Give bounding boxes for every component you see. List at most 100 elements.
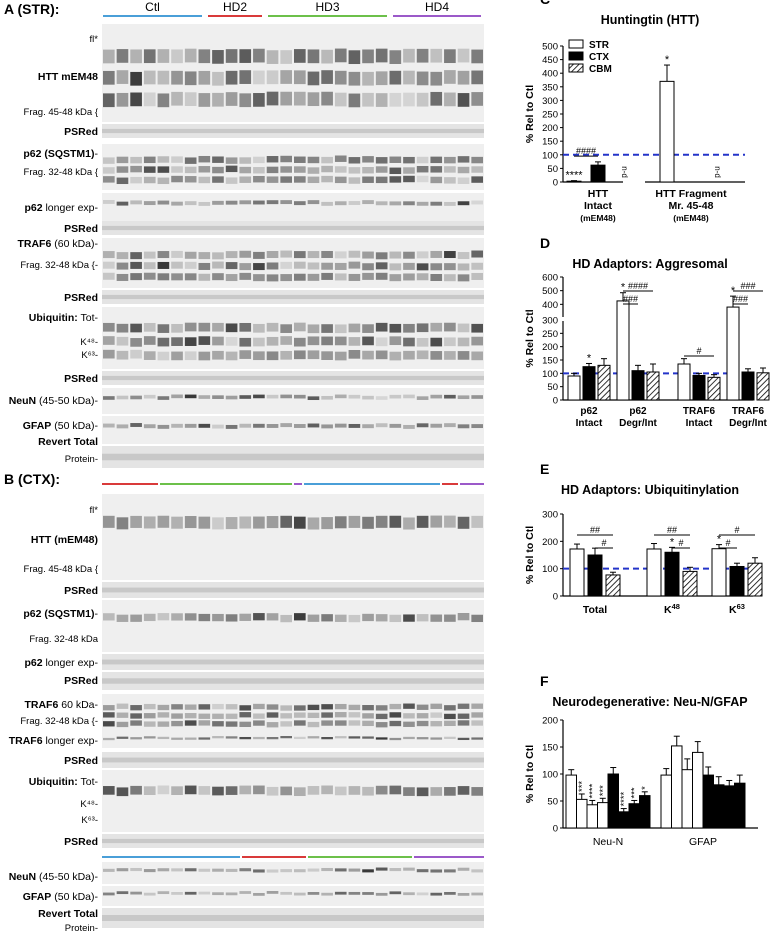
bracket-D-1-text: ### <box>623 294 638 304</box>
x-label-C-0: HTT <box>588 188 609 200</box>
y-tick-C-500: 500 <box>542 42 558 53</box>
row-label-B-2: p62 (SQSTM1)- <box>23 608 98 620</box>
group-label-HD3: HD3 <box>315 0 339 14</box>
bracket-D-0-text: #### <box>628 281 648 291</box>
panel-letter-D: D <box>540 235 550 251</box>
bracket-E-4-text: # <box>734 525 739 535</box>
bar-F-1-7 <box>734 782 746 829</box>
panel-letter-C: C <box>540 0 550 7</box>
row-B-8-blot <box>102 770 484 832</box>
y-tick-C-250: 250 <box>542 110 558 121</box>
western-blot-panels: A (STR): Ctl HD2 HD3 HD4 HTT mEM48 fl* Frag. 45… <box>4 0 484 931</box>
y-tick-C-350: 350 <box>542 82 558 93</box>
row-sublabel-B-5-0: Frag. 32-48 kDa {- <box>20 716 98 727</box>
panel-B-group-bars <box>102 483 484 858</box>
y-tick-E-300: 300 <box>542 510 558 521</box>
row-B-0-blot <box>102 494 484 580</box>
legend-swatch-STR <box>568 39 584 49</box>
row-label-B-11: GFAP (50 kDa)- <box>23 891 99 903</box>
chart-title-F: Neurodegenerative: Neu-N/GFAP <box>552 695 747 709</box>
bar-D-STR-0 <box>567 375 581 401</box>
legend-label-STR: STR <box>589 40 610 51</box>
x-label-C-1: HTT Fragment <box>655 188 727 200</box>
group-label-HD4: HD4 <box>425 0 449 14</box>
chart-E: E HD Adaptors: Ubiquitinylation 0 100 200 300… <box>524 461 763 616</box>
y-label-F: % Rel to Ctl <box>524 745 536 803</box>
row-sublabel-B-0-0: fl* <box>90 505 99 516</box>
y-tick-E-200: 200 <box>542 537 558 548</box>
bar-F-1-6 <box>723 785 735 829</box>
x-label2-C-0: Intact <box>584 200 613 212</box>
row-label-A-5: TRAF6 (60 kDa)- <box>17 238 98 250</box>
bracket-D-4-text: ### <box>733 294 748 304</box>
chart-D: D HD Adaptors: Aggresomal 0 50 100 150 200 250 3… <box>524 235 770 429</box>
bar-F-0-5-star: **** <box>619 791 630 806</box>
x-label-E-2: K63 <box>729 602 745 616</box>
bar-F-0-3-star: *** <box>598 785 609 796</box>
bar-F-0-0 <box>565 774 577 829</box>
row-sublabel-A-5-0: Frag. 32-48 kDa {- <box>20 260 98 271</box>
bar-D-CTX-2 <box>692 374 706 401</box>
row-label-B-12: Revert Total <box>38 908 98 920</box>
y-tick-D-0: 0 <box>553 396 558 407</box>
bar-E-STR-2 <box>711 548 727 597</box>
panel-letter-F: F <box>540 673 549 689</box>
y-tick-D-250: 250 <box>542 329 558 340</box>
y-tick-D-300: 300 <box>542 316 558 327</box>
x-label2-D-3: Degr/Int <box>729 418 767 429</box>
row-sublabel-B-0-1: Frag. 45-48 kDa { <box>24 564 98 575</box>
bar-chart-panels: C Huntingtin (HTT) 0 50 100 150 200 250 300 350 40… <box>524 0 770 848</box>
y-tick-F-200: 200 <box>542 716 558 727</box>
legend-swatch-CTX <box>568 51 584 61</box>
y-tick-D-600: 600 <box>542 273 558 284</box>
row-label-A-0: HTT mEM48 <box>38 71 98 83</box>
y-tick-F-0: 0 <box>553 824 558 835</box>
bar-F-0-5 <box>618 811 630 829</box>
legend-label-CTX: CTX <box>589 52 609 63</box>
y-tick-D-200: 200 <box>542 342 558 353</box>
nd-label-C-2-0: n-d <box>620 166 629 178</box>
row-label-A-7: Ubiquitin: Tot- <box>29 312 99 324</box>
bar-E-CBM-0 <box>605 574 621 597</box>
y-label-C: % Rel to Ctl <box>524 85 536 143</box>
x-label2-D-2: Intact <box>686 418 713 429</box>
bracket-D-3-text: ### <box>740 281 755 291</box>
row-sublabel-A-7-1: K⁶³- <box>81 350 98 361</box>
bar-C-STR-1 <box>659 80 675 183</box>
y-tick-C-100: 100 <box>542 150 558 161</box>
y-tick-D-500: 500 <box>542 286 558 297</box>
row-label-A-11: Revert Total <box>38 436 98 448</box>
bar-D-CTX-0-star: * <box>587 352 592 364</box>
row-label-A-9: NeuN (45-50 kDa)- <box>9 395 99 407</box>
y-tick-C-200: 200 <box>542 123 558 134</box>
bar-D-CTX-0 <box>582 366 596 401</box>
legend-swatch-CBM <box>568 63 584 73</box>
bar-D-CTX-3 <box>741 371 755 401</box>
panel-B: B (CTX): HTT (mEM48) fl* Frag. 45-48 kDa {P… <box>4 471 484 931</box>
row-label-A-3: p62 longer exp- <box>24 202 98 214</box>
x-label-F-0: Neu-N <box>593 836 623 848</box>
row-label-B-7: PSRed <box>64 755 98 767</box>
row-sublabel-A-0-0: fl* <box>90 34 99 45</box>
bar-F-0-6-star: *** <box>629 787 640 798</box>
bar-D-CBM-0 <box>597 364 611 401</box>
bracket-D-2-text: # <box>696 346 701 356</box>
bar-F-0-2-star: **** <box>587 783 598 798</box>
bar-E-CTX-1 <box>664 551 680 597</box>
row-label-A-2: p62 (SQSTM1)- <box>23 148 98 160</box>
bar-F-1-1 <box>671 745 683 829</box>
bar-F-1-3 <box>692 751 704 829</box>
bar-E-CTX-0 <box>587 554 603 597</box>
row-sublabel-B-8-0: K⁴⁸- <box>80 799 98 810</box>
row-sublabel-A-2-0: Frag. 32-48 kDa { <box>24 167 98 178</box>
y-tick-D-100: 100 <box>542 369 558 380</box>
x-label-E-0: Total <box>583 604 607 616</box>
chart-title-C: Huntingtin (HTT) <box>601 13 700 27</box>
row-label-A-1: PSRed <box>64 126 98 138</box>
bracket-E-3-text: # <box>678 538 683 548</box>
row-B-2-blot <box>102 600 484 652</box>
panel-B-label: B (CTX): <box>4 471 60 487</box>
x-label-F-1: GFAP <box>689 836 717 848</box>
bar-F-0-7 <box>639 795 651 829</box>
